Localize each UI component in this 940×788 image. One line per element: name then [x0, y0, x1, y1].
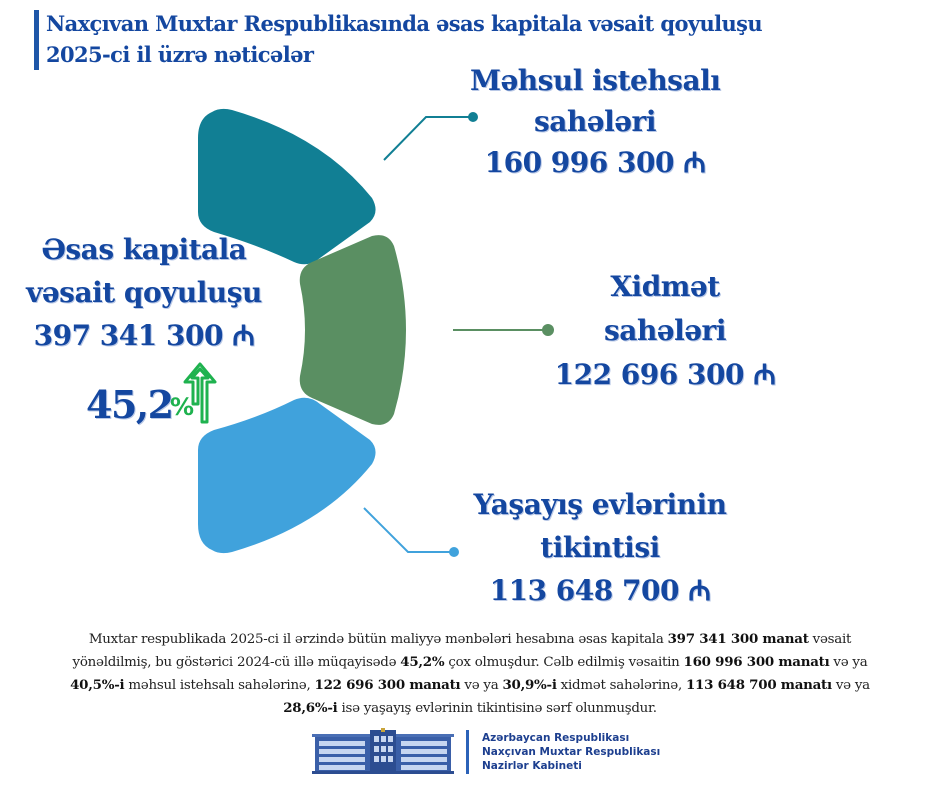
segment-housing-arc	[198, 397, 376, 554]
org-line-3: Nazirlər Kabineti	[482, 760, 582, 772]
production-value: 160 996 300 ₼	[484, 146, 706, 179]
total-label-line-1: Əsas kapitala	[41, 233, 247, 266]
text-run: və ya	[831, 678, 870, 693]
text-run: və ya	[460, 678, 503, 693]
bold-run: 40,5%-i	[70, 677, 125, 693]
title-line-2: 2025-ci il üzrə nəticələr	[46, 42, 314, 67]
bold-run: 113 648 700 manatı	[685, 677, 832, 693]
growth-percent-unit: %	[170, 393, 195, 421]
services-name-line-2: sahələri	[604, 314, 726, 347]
text-run: və ya	[829, 655, 868, 670]
summary-paragraph: Muxtar respublikada 2025-ci il ərzində b…	[60, 628, 880, 720]
title-line-1: Naxçıvan Muxtar Respublikasında əsas kap…	[46, 11, 763, 36]
arrow-up-icon	[183, 362, 217, 424]
bold-run: 30,9%-i	[502, 677, 557, 693]
total-investment-label: Əsas kapitala vəsait qoyuluşu 397 341 30…	[14, 228, 274, 357]
text-run: məhsul istehsalı sahələrinə,	[124, 678, 315, 693]
services-value: 122 696 300 ₼	[554, 358, 776, 391]
org-line-2: Naxçıvan Muxtar Respublikası	[482, 746, 661, 758]
org-line-1: Azərbaycan Respublikası	[482, 732, 630, 744]
organization-name: Azərbaycan Respublikası Naxçıvan Muxtar …	[482, 731, 660, 773]
growth-percent-value: 45,2	[86, 382, 174, 427]
connector-housing	[363, 507, 459, 557]
government-building-icon	[312, 728, 454, 774]
total-value: 397 341 300 ₼	[33, 319, 255, 352]
segment-production-arc	[198, 108, 376, 265]
housing-name-line-1: Yaşayış evlərinin	[473, 488, 727, 521]
production-name-line-2: sahələri	[534, 105, 656, 138]
segment-label-housing: Yaşayış evlərinin tikintisi 113 648 700 …	[460, 483, 740, 612]
page-title: Naxçıvan Muxtar Respublikasında əsas kap…	[46, 8, 763, 70]
housing-name-line-2: tikintisi	[540, 531, 660, 564]
connector-production	[383, 112, 478, 161]
housing-value: 113 648 700 ₼	[489, 574, 711, 607]
text-run: vəsait yönəldilmiş, bu göstərici 2024-cü…	[72, 632, 852, 670]
text-run: isə yaşayış evlərinin tikintisinə sərf o…	[337, 701, 657, 716]
production-name-line-1: Məhsul istehsalı	[470, 64, 721, 97]
text-run: xidmət sahələrinə,	[556, 678, 686, 693]
bold-run: 28,6%-i	[283, 700, 338, 716]
title-accent-bar	[34, 10, 39, 70]
bold-run: 397 341 300 manat	[667, 631, 809, 647]
connector-services	[453, 324, 554, 336]
total-label-line-2: vəsait qoyuluşu	[26, 276, 262, 309]
segment-label-services: Xidmət sahələri 122 696 300 ₼	[545, 265, 785, 397]
bold-run: 160 996 300 manatı	[683, 654, 830, 670]
text-run: çox olmuşdur. Cəlb edilmiş vəsaitin	[444, 655, 684, 670]
segment-label-production: Məhsul istehsalı sahələri 160 996 300 ₼	[470, 60, 721, 183]
segment-services-arc	[299, 235, 406, 425]
services-name-line-1: Xidmət	[610, 270, 720, 303]
bold-run: 45,2%	[400, 654, 445, 670]
bold-run: 122 696 300 manatı	[314, 677, 461, 693]
text-run: Muxtar respublikada 2025-ci il ərzində b…	[88, 632, 668, 647]
logo-separator	[466, 730, 469, 774]
